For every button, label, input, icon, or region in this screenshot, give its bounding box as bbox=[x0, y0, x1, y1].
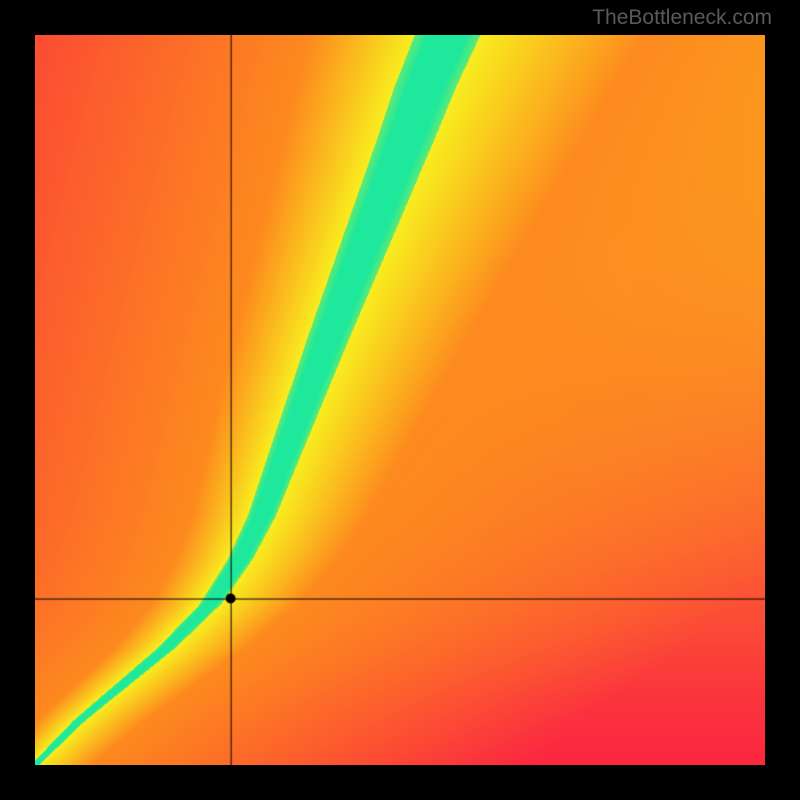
heatmap-plot bbox=[35, 35, 765, 765]
watermark-text: TheBottleneck.com bbox=[592, 6, 772, 30]
